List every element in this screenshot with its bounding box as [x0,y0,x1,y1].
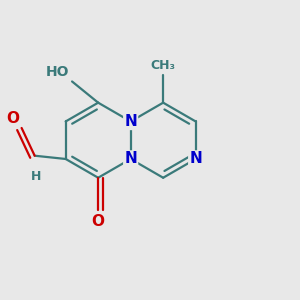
Text: H: H [31,170,41,183]
Text: HO: HO [46,65,69,79]
Text: N: N [189,152,202,166]
Text: N: N [124,114,137,129]
Text: CH₃: CH₃ [151,59,176,72]
Text: N: N [124,152,137,166]
Text: O: O [92,214,105,229]
Text: O: O [6,111,19,126]
